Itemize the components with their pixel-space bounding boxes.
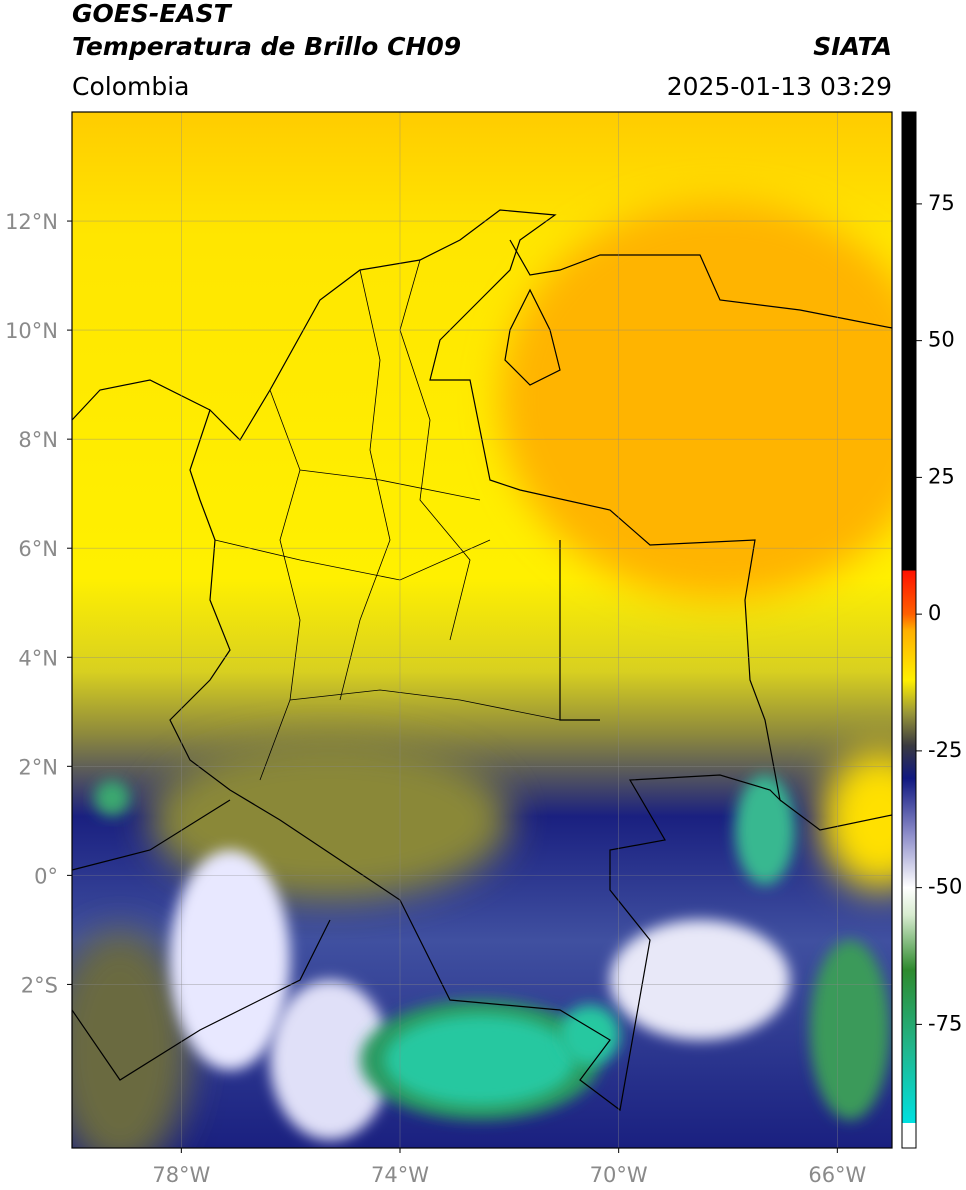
colorbar-tick-label: -50 bbox=[928, 875, 962, 899]
cold-top bbox=[810, 940, 890, 1120]
cold-cloud bbox=[170, 850, 290, 1070]
cold-top bbox=[94, 780, 130, 816]
cold-cloud bbox=[270, 980, 390, 1140]
colorbar-tick-label: 25 bbox=[928, 464, 955, 488]
source: SIATA bbox=[813, 32, 892, 61]
y-tick-label: 10°N bbox=[5, 319, 58, 343]
cold-top bbox=[385, 1015, 575, 1105]
y-tick-label: 8°N bbox=[18, 428, 58, 452]
map-frame bbox=[71, 111, 893, 1149]
colorbar-tick-label: -25 bbox=[928, 738, 962, 762]
department-border bbox=[214, 259, 561, 781]
country-border bbox=[169, 209, 781, 1112]
cold-top bbox=[735, 775, 795, 885]
warm-area bbox=[820, 750, 892, 890]
y-tick-label: 12°N bbox=[5, 210, 58, 234]
region: Colombia bbox=[72, 72, 189, 101]
x-tick-label: 74°W bbox=[371, 1163, 429, 1187]
border bbox=[71, 540, 893, 1081]
y-tick-label: 0° bbox=[34, 864, 58, 888]
y-tick-label: 2°S bbox=[21, 973, 58, 997]
coastline bbox=[509, 239, 893, 329]
x-tick-label: 66°W bbox=[808, 1163, 866, 1187]
colorbar-tick-label: 75 bbox=[928, 191, 955, 215]
colorbar bbox=[901, 111, 917, 1149]
warm-area bbox=[500, 200, 892, 600]
x-tick-label: 70°W bbox=[590, 1163, 648, 1187]
y-tick-label: 6°N bbox=[18, 537, 58, 561]
y-tick-label: 4°N bbox=[18, 646, 58, 670]
y-tick-label: 2°N bbox=[18, 755, 58, 779]
coastline bbox=[71, 379, 211, 421]
cold-top bbox=[560, 1005, 620, 1065]
x-tick-label: 78°W bbox=[152, 1163, 210, 1187]
subtitle: Temperatura de Brillo CH09 bbox=[72, 32, 461, 61]
title: GOES-EAST bbox=[72, 0, 233, 28]
colorbar-tick-label: 50 bbox=[928, 328, 955, 352]
colorbar-tick-label: -75 bbox=[928, 1011, 962, 1035]
imagery bbox=[72, 112, 892, 1148]
datetime: 2025-01-13 03:29 bbox=[667, 72, 892, 101]
cold-cloud bbox=[610, 920, 790, 1040]
colorbar-tick-label: 0 bbox=[928, 601, 941, 625]
grid bbox=[72, 112, 892, 1148]
